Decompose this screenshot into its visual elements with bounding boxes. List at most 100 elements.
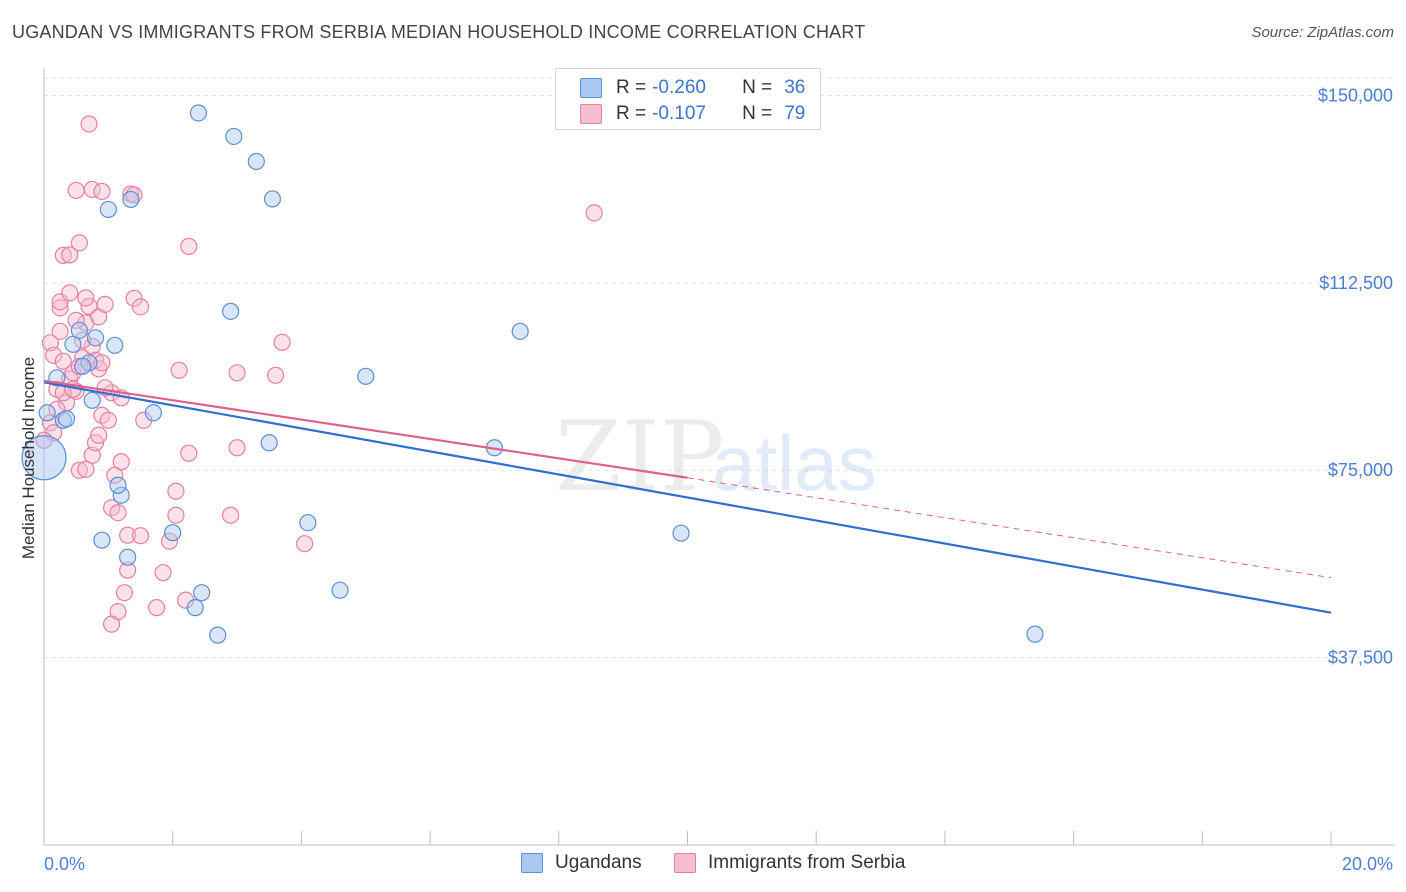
legend-item-serbia[interactable]: Immigrants from Serbia — [674, 852, 905, 874]
serbia-point — [267, 366, 285, 384]
serbia-point — [61, 284, 79, 302]
serbia-trend-extension — [687, 477, 1332, 579]
serbia-point — [70, 234, 88, 252]
legend-label-serbia: Immigrants from Serbia — [708, 852, 906, 873]
ugandans-trend-line — [43, 381, 1332, 614]
serbia-point — [96, 295, 114, 313]
serbia-point — [54, 246, 72, 264]
r-label: R = — [616, 77, 647, 98]
gridlines — [44, 77, 1395, 659]
legend-label-ugandans: Ugandans — [555, 852, 642, 873]
ugandan-point — [260, 434, 278, 452]
ugandan-point — [193, 584, 211, 602]
ugandan-point — [119, 548, 137, 566]
serbia-point — [99, 411, 117, 429]
serbia-point — [90, 426, 108, 444]
ugandans-swatch — [580, 78, 602, 98]
n-label: N = — [742, 77, 773, 98]
ugandan-point — [83, 391, 101, 409]
serbia-point — [167, 482, 185, 500]
serbia-point — [80, 115, 98, 133]
x-tick-label: 0.0% — [44, 854, 85, 874]
legend-item-ugandans[interactable]: Ugandans — [521, 852, 642, 874]
y-tick-labels: $37,500 $75,000 $112,500 $150,000 — [1318, 85, 1393, 667]
ugandan-point — [209, 626, 227, 644]
r-value: -0.107 — [652, 103, 706, 124]
ugandan-point — [74, 357, 92, 375]
ugandan-point — [38, 404, 56, 422]
r-label: R = — [616, 103, 647, 124]
r-value: -0.260 — [652, 77, 706, 98]
ugandan-point — [57, 410, 76, 428]
serbia-point — [180, 237, 198, 255]
series-legend: Ugandans Immigrants from Serbia — [0, 852, 1406, 878]
watermark-atlas: atlas — [712, 419, 877, 507]
ugandan-point — [144, 404, 162, 422]
serbia-point — [115, 584, 134, 602]
ugandan-point — [93, 531, 111, 549]
ugandan-point — [299, 514, 317, 532]
ugandan-point — [86, 329, 105, 347]
watermark-zip: ZIP — [555, 401, 724, 513]
n-value: 79 — [784, 103, 806, 124]
serbia-trend-line — [43, 379, 688, 479]
serbia-point — [222, 506, 240, 524]
ugandan-point — [109, 476, 127, 494]
y-tick-label: $75,000 — [1328, 460, 1393, 480]
serbia-point — [45, 346, 63, 364]
serbia-point — [228, 364, 246, 382]
legend-row-ugandans: R = -0.260 N = 36 — [580, 75, 805, 101]
ugandan-point — [186, 599, 204, 617]
serbia-point — [93, 354, 111, 372]
ugandan-point — [1026, 625, 1044, 643]
ugandan-point — [247, 152, 265, 171]
ugandan-point — [21, 435, 67, 481]
serbia-point — [93, 182, 111, 201]
ugandan-point — [222, 302, 240, 320]
ugandan-point — [225, 127, 243, 146]
ugandan-point — [511, 322, 529, 340]
ugandan-point — [189, 104, 208, 122]
serbia-point — [67, 181, 85, 200]
series-serbia-points — [35, 115, 603, 633]
trend-lines — [43, 379, 1332, 614]
serbia-point — [125, 289, 143, 307]
serbia-point — [67, 311, 85, 329]
y-axis-label: Median Household Income — [19, 357, 38, 559]
ugandan-point — [672, 524, 690, 542]
serbia-point — [112, 453, 130, 471]
serbia-point — [51, 299, 69, 317]
serbia-point — [585, 204, 603, 222]
y-tick-label: $150,000 — [1318, 85, 1393, 105]
ugandan-point — [99, 200, 117, 219]
serbia-point — [296, 535, 314, 553]
serbia-point — [77, 460, 95, 478]
ugandan-point — [164, 524, 182, 542]
series-ugandans-points — [21, 104, 1044, 644]
ugandan-point — [122, 190, 140, 209]
n-label: N = — [742, 103, 773, 124]
ugandan-point — [331, 581, 349, 599]
y-tick-label: $112,500 — [1319, 273, 1393, 293]
ugandans-swatch — [521, 853, 543, 873]
serbia-point — [54, 352, 72, 370]
serbia-point — [70, 461, 88, 479]
ugandan-point — [112, 486, 130, 504]
x-tick-labels: 0.0% 20.0% — [44, 854, 1393, 874]
serbia-point — [61, 246, 79, 264]
serbia-point — [102, 615, 121, 633]
serbia-point — [119, 561, 137, 579]
serbia-point — [180, 444, 198, 462]
x-tick-label: 20.0% — [1342, 854, 1393, 874]
serbia-point — [131, 527, 150, 545]
serbia-swatch — [580, 104, 602, 124]
serbia-point — [77, 289, 95, 307]
chart-title: UGANDAN VS IMMIGRANTS FROM SERBIA MEDIAN… — [12, 22, 866, 42]
ugandan-point — [64, 335, 82, 353]
y-tick-label: $37,500 — [1328, 648, 1393, 668]
serbia-point — [119, 526, 137, 544]
serbia-point — [154, 564, 172, 582]
serbia-point — [109, 504, 127, 522]
serbia-point — [131, 298, 150, 316]
